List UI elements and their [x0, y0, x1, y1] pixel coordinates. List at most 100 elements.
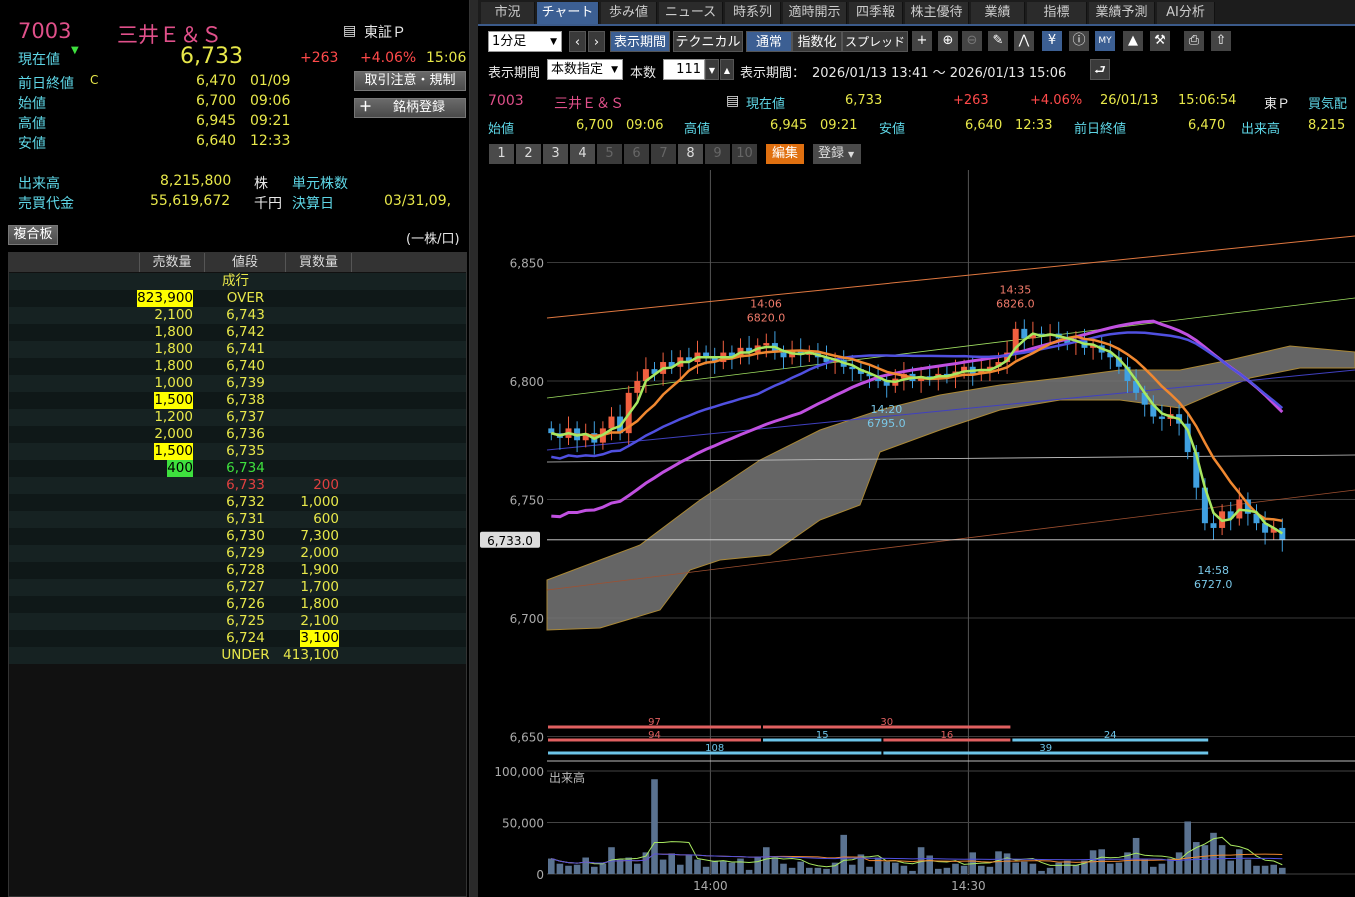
page-button-6[interactable]: 6: [624, 144, 649, 164]
normal-button[interactable]: 通常: [746, 31, 792, 52]
quote-high: 6,945: [770, 118, 808, 133]
document-icon[interactable]: ▤: [343, 23, 357, 39]
order-book-row[interactable]: 823,900 OVER: [9, 290, 466, 307]
spread-button[interactable]: スプレッド: [842, 31, 908, 52]
page-button-5[interactable]: 5: [597, 144, 622, 164]
wrench-icon[interactable]: ⚒: [1150, 31, 1170, 51]
page-button-10[interactable]: 10: [732, 144, 757, 164]
page-button-3[interactable]: 3: [543, 144, 568, 164]
prev-button[interactable]: ‹: [569, 31, 586, 52]
tab-5[interactable]: 適時開示: [783, 2, 847, 24]
order-book-row[interactable]: 6,726 1,800: [9, 596, 466, 613]
tab-9[interactable]: 指標: [1027, 2, 1087, 24]
tab-6[interactable]: 四季報: [849, 2, 903, 24]
register-stock-button[interactable]: ＋ 銘柄登録: [354, 98, 466, 118]
print-icon[interactable]: ⎙: [1184, 31, 1204, 51]
quote-prev: 6,470: [1188, 118, 1226, 133]
tab-1[interactable]: チャート: [537, 2, 599, 24]
register-dropdown[interactable]: 登録 ▼: [813, 144, 861, 164]
technical-button[interactable]: テクニカル: [673, 31, 743, 52]
interval-select[interactable]: 1分足 ▼: [488, 31, 562, 52]
order-book-row[interactable]: 6,724 3,100: [9, 630, 466, 647]
tab-4[interactable]: 時系列: [725, 2, 781, 24]
pencil-icon[interactable]: ✎: [988, 31, 1008, 51]
zoom-out-icon[interactable]: ⊖: [962, 31, 982, 51]
order-book-row[interactable]: 2,000 6,736: [9, 426, 466, 443]
order-book-row[interactable]: 6,732 1,000: [9, 494, 466, 511]
order-book-row[interactable]: 1,200 6,737: [9, 409, 466, 426]
price-time: 15:06: [426, 50, 467, 66]
tab-11[interactable]: AI分析: [1157, 2, 1215, 24]
price: 6,734: [226, 460, 265, 476]
order-book-row[interactable]: 6,728 1,900: [9, 562, 466, 579]
open-price: 6,700: [196, 93, 237, 109]
sell-qty: 1,200: [154, 409, 193, 425]
low-time: 12:33: [250, 133, 291, 149]
info-icon[interactable]: ⓘ: [1069, 31, 1089, 51]
order-book-row[interactable]: 6,731 600: [9, 511, 466, 528]
tab-0[interactable]: 市況: [481, 2, 535, 24]
trend-icon[interactable]: ⋀: [1014, 31, 1034, 51]
panel-splitter[interactable]: [470, 0, 478, 897]
order-book-row[interactable]: 6,730 7,300: [9, 528, 466, 545]
order-book-row[interactable]: 400 6,734: [9, 460, 466, 477]
page-button-9[interactable]: 9: [705, 144, 730, 164]
order-book-row[interactable]: 2,100 6,743: [9, 307, 466, 324]
order-book-row[interactable]: UNDER 413,100: [9, 647, 466, 664]
order-book-row[interactable]: 1,500 6,735: [9, 443, 466, 460]
order-book-row[interactable]: 6,727 1,700: [9, 579, 466, 596]
edit-button[interactable]: 編集: [766, 144, 804, 164]
open-time: 09:06: [250, 93, 291, 109]
export-icon[interactable]: ⇧: [1211, 31, 1231, 51]
my-indicator-icon[interactable]: MY: [1095, 31, 1115, 51]
next-button[interactable]: ›: [588, 31, 605, 52]
market-order-row[interactable]: 成行: [9, 273, 466, 290]
count-down-button[interactable]: ▼: [705, 59, 719, 80]
price: 6,729: [226, 545, 265, 561]
price: 6,733: [226, 477, 265, 493]
order-book-row[interactable]: 1,800 6,741: [9, 341, 466, 358]
tab-2[interactable]: 歩み値: [601, 2, 657, 24]
count-up-button[interactable]: ▲: [720, 59, 734, 80]
tab-3[interactable]: ニュース: [659, 2, 723, 24]
crosshair-icon[interactable]: +: [912, 31, 932, 51]
tab-bar: 市況 チャート 歩み値 ニュース 時系列 適時開示 四季報 株主優待 業績 指標 業績予測 AI分析: [478, 0, 1355, 26]
zoom-in-icon[interactable]: ⊕: [938, 31, 958, 51]
reset-range-button[interactable]: ⮐: [1090, 59, 1110, 80]
period-button[interactable]: 表示期間: [610, 31, 670, 52]
order-book-row[interactable]: 1,800 6,740: [9, 358, 466, 375]
low-label: 安値: [18, 136, 46, 152]
tab-7[interactable]: 株主優待: [905, 2, 969, 24]
yen-icon[interactable]: ¥: [1042, 31, 1062, 51]
quote-low-label: 安値: [879, 122, 906, 137]
order-book-row[interactable]: 6,725 2,100: [9, 613, 466, 630]
tab-8[interactable]: 業績: [971, 2, 1025, 24]
order-book-row[interactable]: 1,000 6,739: [9, 375, 466, 392]
period-mode-select[interactable]: 本数指定 ▼: [547, 59, 623, 80]
buy-qty: 1,900: [300, 562, 339, 578]
per-unit-label: (一株/口): [406, 232, 460, 247]
page-button-4[interactable]: 4: [570, 144, 595, 164]
composite-board-button[interactable]: 複合板: [8, 225, 58, 245]
document-icon[interactable]: ▤: [726, 93, 740, 109]
order-book-row[interactable]: 1,800 6,742: [9, 324, 466, 341]
order-book-row[interactable]: 1,500 6,738: [9, 392, 466, 409]
index-button[interactable]: 指数化: [792, 31, 842, 52]
header-blank-right: [352, 253, 466, 272]
tab-10[interactable]: 業績予測: [1089, 2, 1155, 24]
sell-qty: 400: [167, 460, 193, 477]
order-book-row[interactable]: 6,729 2,000: [9, 545, 466, 562]
area-chart-icon[interactable]: ▲: [1123, 31, 1143, 51]
page-button-8[interactable]: 8: [678, 144, 703, 164]
order-book-row[interactable]: 6,733 200: [9, 477, 466, 494]
price: 6,730: [226, 528, 265, 544]
price: 6,738: [226, 392, 265, 408]
page-button-1[interactable]: 1: [489, 144, 514, 164]
trading-caution-button[interactable]: 取引注意・規制: [354, 71, 466, 91]
page-button-7[interactable]: 7: [651, 144, 676, 164]
open-label: 始値: [18, 96, 46, 112]
count-input[interactable]: 111: [663, 59, 705, 80]
page-button-2[interactable]: 2: [516, 144, 541, 164]
sell-qty: 1,800: [154, 341, 193, 357]
buy-qty: 2,000: [300, 545, 339, 561]
